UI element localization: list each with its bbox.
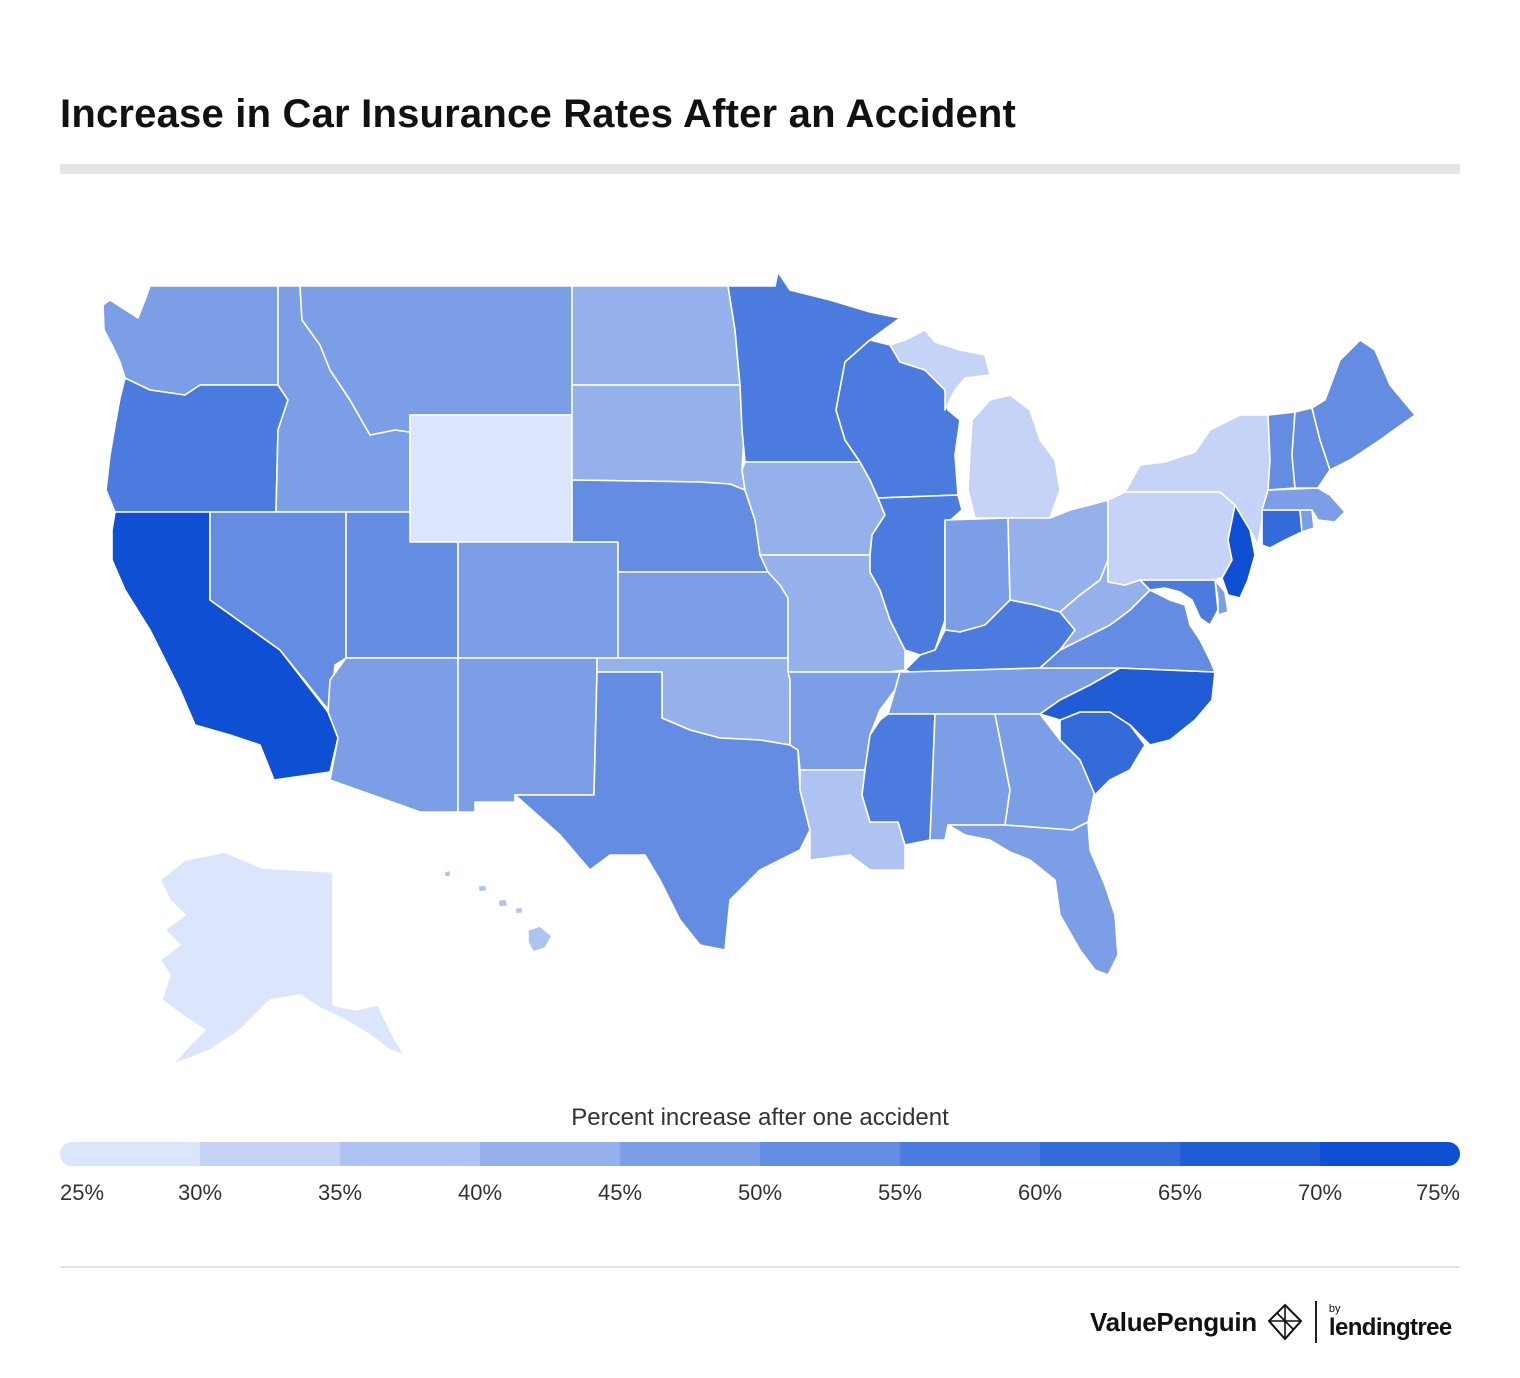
- state-AZ[interactable]: [327, 657, 459, 813]
- legend-swatch: [900, 1142, 1040, 1166]
- legend-tick-label: 35%: [317, 1180, 363, 1205]
- brand-logo: ValuePenguin by lendingtree: [1090, 1300, 1452, 1344]
- valuepenguin-logo-icon: [1267, 1303, 1303, 1341]
- legend-tick-label: 45%: [597, 1180, 643, 1205]
- legend-title: Percent increase after one accident: [571, 1104, 949, 1131]
- state-ME[interactable]: [1311, 339, 1416, 471]
- state-FL[interactable]: [947, 821, 1119, 976]
- lendingtree-wordmark: lendingtree: [1328, 1314, 1452, 1341]
- legend-tick-label: 55%: [877, 1180, 923, 1205]
- legend-tick-label: 40%: [457, 1180, 503, 1205]
- legend-tick-label: 70%: [1297, 1180, 1343, 1205]
- title-divider: [60, 164, 1460, 174]
- legend-swatch: [620, 1142, 760, 1166]
- page-title: Increase in Car Insurance Rates After an…: [60, 92, 1017, 136]
- legend-swatch: [1180, 1142, 1320, 1166]
- legend-tick-labels: 25% 30% 35% 40% 45% 50% 55% 60% 65% 70% 75%: [60, 1180, 1460, 1210]
- state-VT[interactable]: [1267, 411, 1296, 491]
- state-IL[interactable]: [869, 494, 963, 656]
- legend-tick-label: 50%: [737, 1180, 783, 1205]
- state-IA[interactable]: [741, 461, 886, 556]
- legend-tick-label: 30%: [177, 1180, 223, 1205]
- legend-swatch: [480, 1142, 620, 1166]
- state-SD[interactable]: [571, 384, 746, 491]
- state-RI[interactable]: [1299, 509, 1315, 533]
- state-MI[interactable]: [967, 394, 1061, 519]
- legend-swatch: [200, 1142, 340, 1166]
- state-KS[interactable]: [617, 571, 789, 659]
- legend-swatch: [1040, 1142, 1180, 1166]
- state-HI[interactable]: [527, 925, 553, 953]
- state-TX[interactable]: [514, 671, 811, 951]
- state-NC[interactable]: [1039, 667, 1216, 746]
- state-WA[interactable]: [102, 285, 279, 396]
- legend-tick-label: 25%: [60, 1180, 105, 1205]
- brand-by-label: by: [1328, 1303, 1341, 1315]
- state-NM[interactable]: [457, 657, 598, 813]
- state-MA[interactable]: [1261, 487, 1346, 523]
- legend-tick-label: 65%: [1157, 1180, 1203, 1205]
- state-DE[interactable]: [1214, 579, 1229, 616]
- state-PA[interactable]: [1107, 491, 1239, 586]
- footer-divider: [60, 1266, 1460, 1268]
- legend-swatch: [1320, 1142, 1460, 1166]
- valuepenguin-wordmark: ValuePenguin: [1090, 1306, 1257, 1337]
- state-HI-islands[interactable]: [443, 869, 524, 915]
- state-GA[interactable]: [994, 713, 1096, 831]
- legend-color-scale: [60, 1142, 1460, 1166]
- state-WY[interactable]: [409, 414, 573, 543]
- state-AK[interactable]: [159, 851, 406, 1066]
- state-NJ[interactable]: [1221, 504, 1256, 599]
- state-CO[interactable]: [457, 541, 619, 659]
- lendingtree-logo: by lendingtree: [1329, 1304, 1452, 1340]
- state-MI-upper[interactable]: [889, 329, 991, 411]
- legend-tick-label: 60%: [1017, 1180, 1063, 1205]
- legend-swatch: [340, 1142, 480, 1166]
- state-OR[interactable]: [105, 377, 289, 513]
- legend-swatch: [760, 1142, 900, 1166]
- state-ND[interactable]: [571, 285, 741, 386]
- state-CT[interactable]: [1261, 509, 1303, 549]
- legend-tick-label: 75%: [1415, 1180, 1460, 1205]
- brand-divider: [1314, 1301, 1317, 1343]
- legend-swatch: [60, 1142, 200, 1166]
